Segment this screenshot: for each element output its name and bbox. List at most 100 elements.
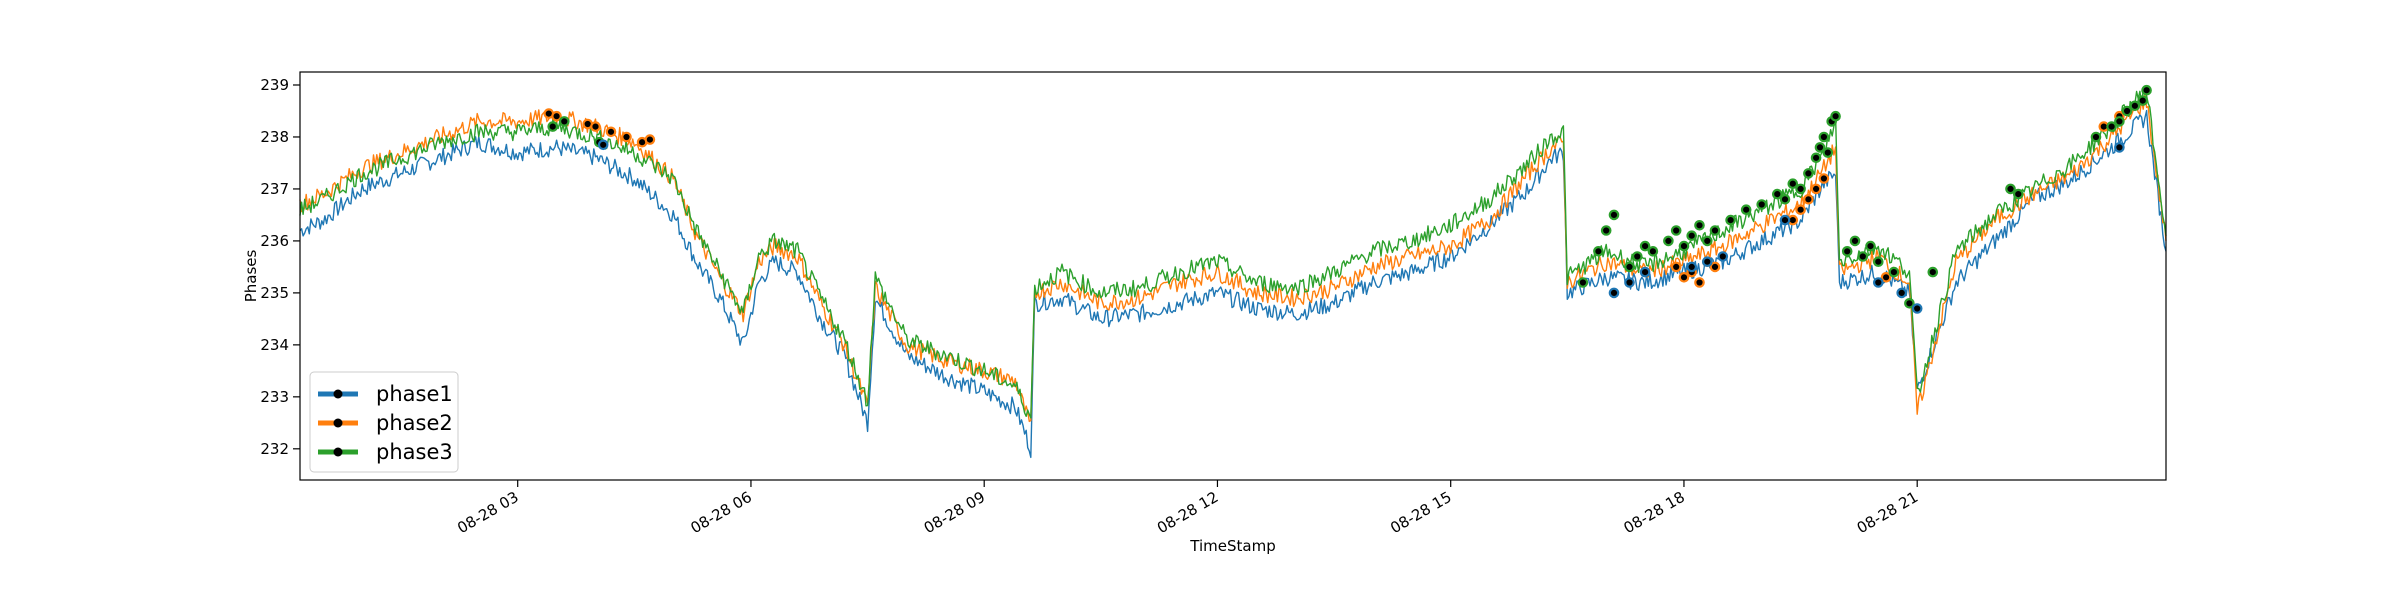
series-line-phase3 [299, 89, 2167, 419]
x-tick-label: 08-28 03 [454, 488, 521, 537]
legend-label-phase3: phase3 [376, 440, 453, 464]
x-axis: 08-28 03 08-28 06 08-28 09 08-28 12 08-28 15… [454, 480, 1921, 537]
marker-point-phase3 [1857, 251, 1869, 262]
marker-point-phase3 [1663, 235, 1674, 247]
marker-point-phase3 [1818, 131, 1830, 143]
marker-point-phase3 [1756, 199, 1767, 210]
marker-point-phase3 [1849, 235, 1861, 247]
marker-point-phase3 [1927, 266, 1939, 278]
marker-point-phase2 [1810, 183, 1822, 195]
marker-point-phase3 [2005, 183, 2016, 195]
marker-point-phase3 [547, 121, 558, 132]
legend-marker-phase3 [333, 447, 343, 457]
y-tick-label: 232 [260, 440, 289, 458]
plot-area [299, 84, 2167, 459]
marker-point-phase3 [1694, 220, 1705, 231]
marker-point-phase3 [2114, 116, 2125, 127]
marker-point-phase1 [1639, 266, 1651, 278]
marker-point-phase2 [1880, 271, 1892, 283]
marker-point-phase1 [1702, 256, 1713, 267]
marker-point-phase1 [1717, 251, 1729, 262]
marker-point-phase3 [1709, 225, 1721, 236]
marker-point-phase1 [1624, 277, 1635, 288]
marker-point-phase1 [2114, 142, 2125, 153]
marker-point-phase3 [2106, 121, 2117, 132]
marker-point-phase2 [621, 131, 632, 143]
y-axis: 232 233 234 235 236 237 238 239 [260, 76, 300, 458]
y-tick-label: 233 [260, 388, 289, 406]
marker-point-phase3 [1624, 261, 1635, 273]
legend-label-phase1: phase1 [376, 382, 453, 406]
x-tick-label: 08-28 12 [1154, 488, 1221, 537]
marker-point-phase3 [1647, 246, 1659, 257]
marker-point-phase3 [1725, 214, 1736, 226]
marker-point-phase3 [1873, 256, 1884, 267]
marker-point-phase3 [1779, 194, 1791, 205]
marker-point-phase2 [644, 134, 656, 145]
y-axis-label: Phases [242, 250, 260, 303]
marker-point-phase2 [1694, 277, 1705, 288]
x-axis-label: TimeStamp [1189, 537, 1275, 555]
marker-point-phase2 [1709, 261, 1721, 273]
marker-point-phase3 [1888, 266, 1900, 278]
legend-frame [309, 371, 459, 473]
marker-point-phase3 [1740, 204, 1752, 215]
x-tick-label: 08-28 21 [1854, 488, 1921, 537]
marker-point-phase1 [597, 139, 609, 151]
marker-point-phase3 [1702, 235, 1713, 247]
marker-point-phase3 [2129, 100, 2141, 112]
marker-point-phase3 [2137, 95, 2148, 106]
marker-point-phase3 [1678, 240, 1690, 252]
marker-point-phase2 [1678, 271, 1690, 283]
marker-point-phase3 [2090, 131, 2102, 143]
marker-point-phase3 [1795, 183, 1806, 195]
marker-point-phase2 [605, 126, 617, 138]
legend-marker-phase1 [333, 389, 343, 399]
marker-point-phase3 [1803, 168, 1814, 179]
marker-point-phase2 [1795, 204, 1806, 215]
y-tick-label: 237 [260, 180, 289, 198]
marker-point-phase3 [1865, 240, 1876, 252]
marker-point-phase3 [1841, 246, 1853, 257]
marker-point-phase3 [1600, 225, 1612, 236]
marker-point-phase2 [1670, 261, 1682, 273]
x-tick-label: 08-28 18 [1621, 488, 1688, 537]
marker-layer [543, 84, 2152, 314]
marker-point-phase3 [1608, 209, 1620, 221]
marker-point-phase2 [1818, 173, 1830, 184]
marker-point-phase3 [1686, 230, 1697, 241]
marker-point-phase3 [1814, 142, 1826, 153]
marker-point-phase3 [1632, 251, 1643, 262]
marker-point-phase1 [1779, 214, 1791, 226]
y-tick-label: 236 [260, 232, 289, 250]
legend-marker-phase2 [333, 418, 343, 428]
marker-point-phase2 [590, 121, 601, 132]
marker-point-phase1 [1911, 303, 1923, 314]
marker-point-phase3 [1577, 277, 1589, 288]
marker-point-phase2 [551, 110, 562, 122]
y-tick-label: 235 [260, 284, 289, 302]
marker-point-phase3 [1810, 152, 1822, 164]
marker-point-phase3 [1593, 246, 1604, 257]
marker-point-phase3 [1830, 110, 1841, 122]
legend: phase1 phase2 phase3 [309, 371, 459, 473]
x-tick-label: 08-28 06 [688, 488, 755, 537]
series-line-phase2 [299, 94, 2167, 423]
marker-point-phase1 [1608, 287, 1620, 299]
marker-point-phase1 [1896, 287, 1907, 299]
y-tick-label: 234 [260, 336, 289, 354]
marker-point-phase3 [1670, 225, 1682, 236]
marker-point-phase3 [2013, 188, 2024, 200]
marker-point-phase2 [1803, 194, 1814, 205]
marker-point-phase3 [1772, 188, 1783, 200]
marker-point-phase3 [1639, 240, 1651, 252]
y-tick-label: 238 [260, 128, 289, 146]
plot-frame [299, 71, 2167, 481]
legend-label-phase2: phase2 [376, 411, 453, 435]
y-tick-label: 239 [260, 76, 289, 94]
marker-point-phase3 [1904, 297, 1915, 309]
x-tick-label: 08-28 15 [1387, 488, 1454, 537]
marker-point-phase1 [1873, 277, 1884, 288]
marker-point-phase1 [1686, 261, 1697, 273]
